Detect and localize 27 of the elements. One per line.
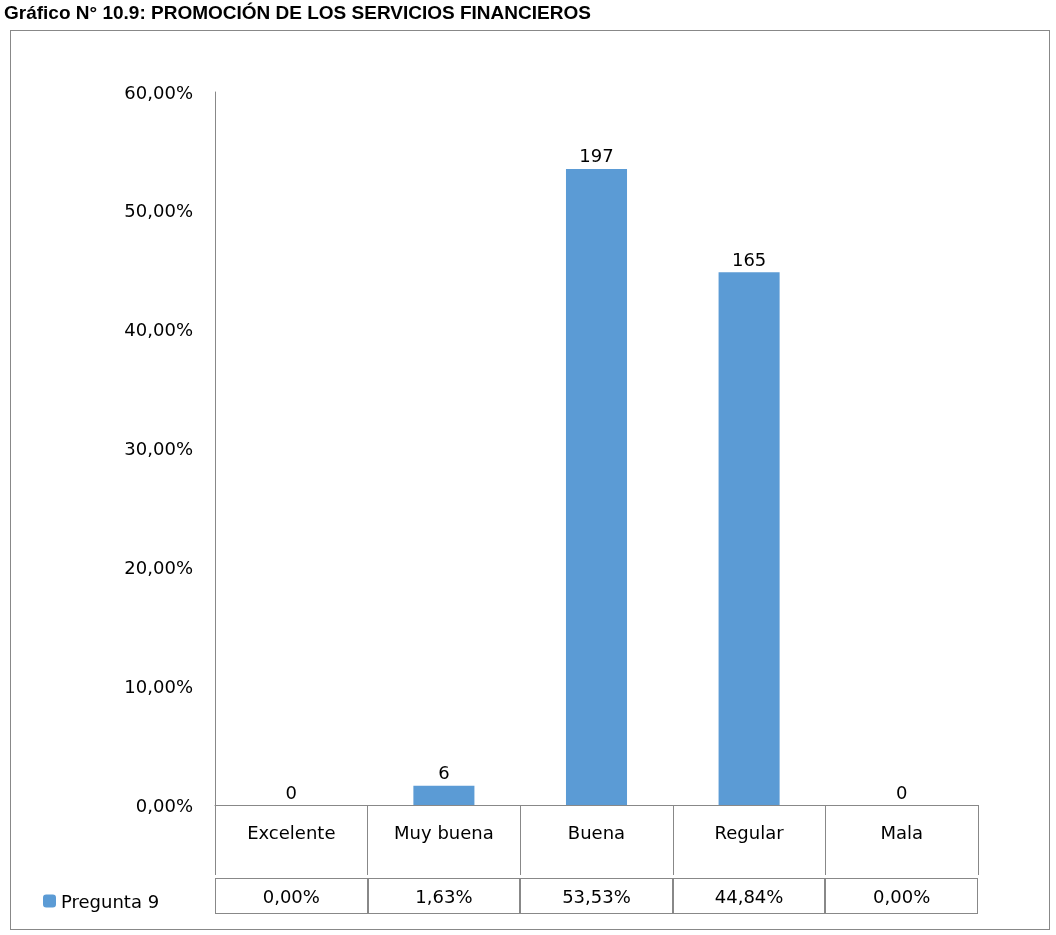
y-tick-label: 60,00% — [124, 81, 193, 103]
y-tick-label: 10,00% — [124, 675, 193, 697]
annotation: 6 — [438, 762, 450, 784]
x-tick-label: Regular — [714, 821, 785, 843]
bar — [718, 272, 780, 805]
data-label: 1,63% — [367, 878, 521, 914]
y-tick-label: 20,00% — [124, 556, 193, 578]
y-tick-label: 50,00% — [124, 200, 193, 222]
data-label: 0,00% — [215, 878, 368, 914]
annotation: 0 — [895, 781, 908, 803]
y-tick-label: 30,00% — [124, 438, 193, 459]
data-label: 44,84% — [672, 878, 826, 914]
annotation: 197 — [579, 145, 614, 167]
legend-label: Pregunta 9 — [61, 890, 160, 912]
y-tick-label: 0,00% — [135, 794, 193, 816]
annotation: 165 — [731, 248, 767, 270]
bar — [413, 785, 475, 805]
y-tick-label: 40,00% — [124, 319, 193, 341]
x-tick-label: Mala — [880, 821, 923, 843]
data-label: 0,00% — [825, 878, 978, 914]
bar — [565, 168, 628, 805]
annotation: 0 — [285, 781, 298, 803]
chart-title: Gráfico N° 10.9: PROMOCIÓN DE LOS SERVICIOS FINANCIEROS — [4, 2, 591, 24]
data-label: 53,53% — [520, 878, 673, 914]
x-tick-label: Muy buena — [394, 821, 494, 843]
x-tick-label: Buena — [567, 821, 626, 843]
x-tick-label: Excelente — [247, 821, 336, 843]
